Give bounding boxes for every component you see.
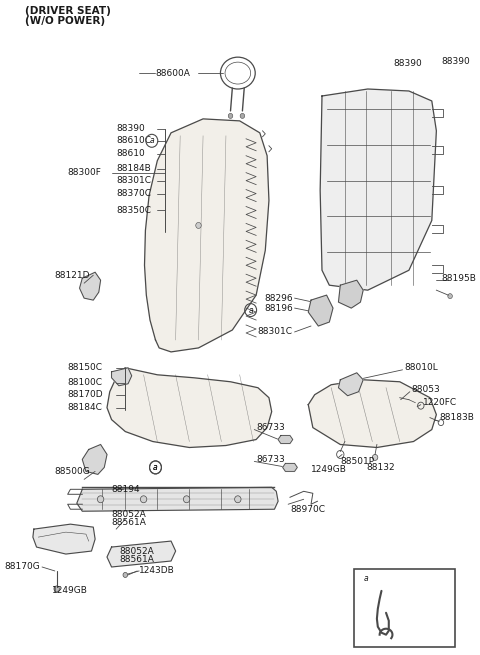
Circle shape (240, 113, 245, 119)
Polygon shape (278, 436, 293, 443)
Polygon shape (82, 445, 107, 474)
Text: 88300F: 88300F (68, 168, 102, 177)
Text: 88150C: 88150C (68, 364, 103, 372)
Polygon shape (308, 380, 436, 447)
Circle shape (448, 293, 452, 299)
Text: 88390: 88390 (441, 56, 470, 66)
Text: 88301C: 88301C (116, 176, 151, 185)
Text: a: a (153, 463, 158, 472)
Text: 88296: 88296 (264, 293, 293, 303)
Text: 1243DB: 1243DB (139, 567, 175, 576)
Text: 88196: 88196 (264, 303, 293, 312)
Circle shape (97, 496, 104, 503)
Text: 86733: 86733 (256, 455, 285, 464)
Text: 88053: 88053 (412, 385, 441, 394)
Text: 88121D: 88121D (55, 271, 90, 280)
Text: 88010L: 88010L (404, 364, 438, 372)
Text: 88561A: 88561A (111, 517, 146, 527)
Text: 1220FC: 1220FC (423, 398, 457, 407)
Text: 88301C: 88301C (258, 328, 293, 337)
Text: 88500G: 88500G (55, 467, 91, 476)
Text: 88610: 88610 (116, 149, 145, 159)
Polygon shape (107, 368, 272, 447)
Text: a: a (248, 306, 253, 314)
Text: 88184C: 88184C (68, 403, 103, 412)
Polygon shape (308, 295, 333, 326)
Text: 88184B: 88184B (116, 164, 151, 173)
Text: 88052A: 88052A (119, 546, 154, 555)
Text: 88600A: 88600A (156, 69, 191, 77)
Text: 88194: 88194 (111, 485, 140, 494)
Circle shape (372, 455, 378, 460)
Text: 88052A: 88052A (111, 510, 146, 519)
Circle shape (196, 223, 201, 229)
Text: (DRIVER SEAT): (DRIVER SEAT) (24, 7, 110, 16)
Text: 88970C: 88970C (290, 505, 325, 514)
Bar (354, 569, 455, 646)
Text: 88610C: 88610C (116, 136, 151, 145)
Polygon shape (111, 368, 132, 386)
Circle shape (123, 572, 128, 578)
Text: 88627: 88627 (377, 574, 408, 584)
Text: 88390: 88390 (394, 59, 422, 67)
Text: a: a (150, 136, 154, 145)
Polygon shape (283, 464, 297, 472)
Polygon shape (33, 524, 95, 554)
Polygon shape (77, 487, 278, 511)
Text: 88100C: 88100C (68, 379, 103, 387)
Text: 88183B: 88183B (439, 413, 474, 422)
Text: 88501P: 88501P (340, 457, 374, 466)
Text: 88170D: 88170D (68, 390, 103, 399)
Polygon shape (338, 373, 363, 396)
Polygon shape (144, 119, 269, 352)
Text: a: a (364, 574, 368, 584)
Text: 86733: 86733 (256, 423, 285, 432)
Text: 88170G: 88170G (4, 563, 40, 571)
Circle shape (228, 113, 233, 119)
Text: (W/O POWER): (W/O POWER) (24, 16, 105, 26)
Text: 88132: 88132 (366, 463, 395, 472)
Text: 88370C: 88370C (116, 189, 151, 198)
Polygon shape (320, 89, 436, 290)
Text: 88350C: 88350C (116, 206, 151, 215)
Text: 1249GB: 1249GB (52, 586, 88, 595)
Circle shape (235, 496, 241, 503)
Polygon shape (338, 280, 363, 308)
Text: 88390: 88390 (116, 124, 145, 134)
Polygon shape (80, 272, 101, 300)
Polygon shape (107, 541, 176, 567)
Text: a: a (153, 463, 158, 472)
Text: 88195B: 88195B (441, 274, 476, 283)
Text: 1249GB: 1249GB (311, 465, 347, 474)
Circle shape (54, 586, 60, 592)
Circle shape (140, 496, 147, 503)
Text: 88561A: 88561A (119, 555, 154, 563)
Circle shape (183, 496, 190, 503)
